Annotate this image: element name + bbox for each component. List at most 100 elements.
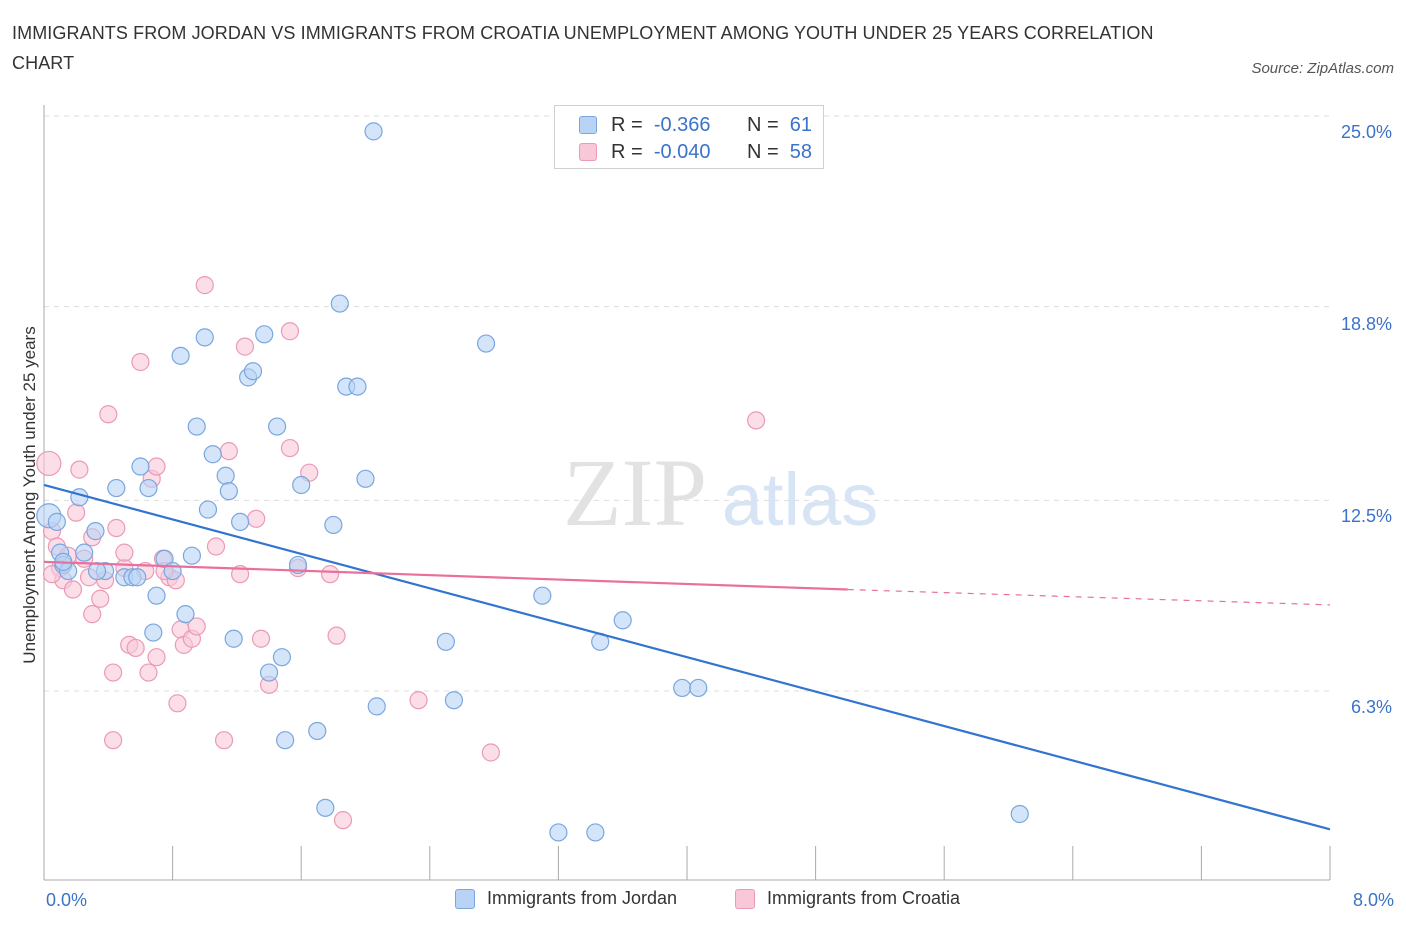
jordan-point bbox=[224, 629, 243, 648]
jordan-point bbox=[107, 478, 126, 498]
jordan-point bbox=[1010, 804, 1029, 824]
trend-lines bbox=[43, 483, 1331, 831]
jordan-point bbox=[689, 678, 708, 698]
jordan-point bbox=[70, 488, 89, 507]
jordan-point bbox=[316, 798, 335, 817]
jordan-point bbox=[276, 731, 295, 750]
jordan-point bbox=[171, 346, 190, 365]
croatia-point bbox=[481, 743, 500, 762]
jordan-point bbox=[47, 512, 66, 531]
y-tick-label: 6.3% bbox=[1350, 697, 1392, 717]
jordan-point bbox=[198, 500, 218, 519]
jordan-point bbox=[216, 466, 235, 485]
jordan-point bbox=[255, 325, 274, 344]
source-label: Source: ZipAtlas.com bbox=[1251, 60, 1394, 77]
jordan-point bbox=[364, 122, 383, 141]
legend-item-jordan[interactable]: Immigrants from Jordan bbox=[455, 888, 677, 909]
croatia-point bbox=[67, 503, 86, 522]
croatia-swatch bbox=[579, 143, 597, 161]
croatia-point bbox=[168, 694, 187, 713]
watermark-atlas: atlas bbox=[722, 458, 878, 541]
legend-row-croatia: R = -0.040 N = 58 bbox=[579, 139, 812, 165]
jordan-point bbox=[87, 561, 107, 581]
y-tick-label: 25.0% bbox=[1340, 122, 1392, 142]
jordan-point bbox=[243, 362, 263, 381]
croatia-point bbox=[147, 648, 166, 667]
croatia-point bbox=[235, 337, 255, 356]
jordan-point bbox=[195, 328, 214, 347]
croatia-point bbox=[131, 352, 150, 372]
jordan-point bbox=[476, 334, 496, 353]
jordan-point bbox=[267, 417, 287, 436]
croatia-point bbox=[321, 565, 340, 584]
croatia-point bbox=[104, 663, 123, 682]
jordan-point bbox=[147, 586, 166, 605]
legend-row-jordan: R = -0.366 N = 61 bbox=[579, 112, 812, 138]
croatia-point bbox=[115, 543, 134, 562]
jordan-point bbox=[292, 475, 311, 495]
croatia-point bbox=[70, 460, 89, 479]
y-tick-label: 12.5% bbox=[1340, 506, 1392, 526]
croatia-point bbox=[327, 626, 346, 645]
croatia-point bbox=[36, 450, 62, 477]
legend-item-croatia[interactable]: Immigrants from Croatia bbox=[735, 888, 960, 909]
croatia-point bbox=[247, 509, 266, 528]
jordan-point bbox=[308, 721, 327, 741]
jordan-point bbox=[673, 678, 692, 698]
croatia-point bbox=[409, 691, 428, 710]
jordan-point bbox=[128, 568, 147, 587]
n-value: 58 bbox=[789, 140, 812, 163]
jordan-trend-line bbox=[43, 483, 1331, 831]
x-tick-label: 0.0% bbox=[46, 890, 88, 910]
croatia-point bbox=[126, 638, 145, 658]
croatia-point bbox=[91, 589, 110, 608]
grid-lines bbox=[44, 115, 1330, 692]
croatia-point bbox=[99, 405, 118, 424]
chart-title: IMMIGRANTS FROM JORDAN VS IMMIGRANTS FRO… bbox=[12, 23, 1154, 73]
croatia-trend-line bbox=[43, 560, 848, 591]
jordan-point bbox=[182, 546, 201, 565]
jordan-point bbox=[436, 632, 455, 651]
croatia-point bbox=[206, 537, 226, 556]
croatia-point bbox=[195, 276, 214, 295]
croatia-swatch bbox=[735, 888, 755, 909]
croatia-point bbox=[83, 605, 102, 624]
jordan-series bbox=[36, 122, 1029, 842]
jordan-point bbox=[259, 663, 279, 682]
n-value: 61 bbox=[789, 113, 812, 136]
r-value: -0.040 bbox=[653, 140, 711, 163]
croatia-point bbox=[280, 322, 300, 341]
croatia-point bbox=[214, 731, 234, 750]
watermark: ZIP atlas bbox=[563, 439, 878, 546]
axes bbox=[43, 105, 1331, 881]
jordan-swatch bbox=[579, 116, 597, 134]
jordan-swatch bbox=[455, 888, 475, 909]
jordan-point bbox=[549, 823, 568, 842]
jordan-point bbox=[219, 482, 238, 501]
legend-label: Immigrants from Croatia bbox=[767, 888, 961, 908]
jordan-point bbox=[367, 697, 386, 716]
jordan-point bbox=[187, 417, 206, 436]
jordan-point bbox=[75, 543, 94, 562]
x-tick-label: 8.0% bbox=[1352, 890, 1394, 910]
jordan-point bbox=[231, 512, 250, 531]
croatia-point bbox=[333, 811, 353, 830]
r-label: R = bbox=[611, 140, 643, 163]
croatia-point bbox=[187, 617, 206, 636]
jordan-point bbox=[356, 469, 375, 488]
croatia-point bbox=[251, 629, 271, 648]
jordan-point bbox=[330, 294, 349, 313]
n-label: N = bbox=[746, 113, 779, 136]
croatia-point bbox=[147, 457, 166, 476]
jordan-point bbox=[272, 648, 292, 667]
croatia-point bbox=[63, 580, 83, 599]
y-tick-label: 18.8% bbox=[1340, 314, 1392, 334]
jordan-point bbox=[444, 691, 464, 710]
jordan-point bbox=[131, 457, 150, 476]
n-label: N = bbox=[746, 140, 779, 163]
croatia-series bbox=[36, 276, 766, 830]
watermark-zip: ZIP bbox=[563, 439, 707, 546]
croatia-point bbox=[219, 442, 238, 461]
croatia-point bbox=[104, 731, 123, 750]
jordan-point bbox=[533, 586, 552, 605]
